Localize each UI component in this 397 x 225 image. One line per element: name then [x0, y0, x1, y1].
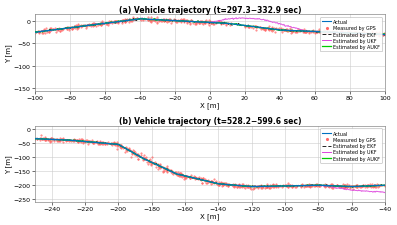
Title: (a) Vehicle trajectory (t=297.3−332.9 sec): (a) Vehicle trajectory (t=297.3−332.9 se…	[119, 6, 301, 14]
Legend: Actual, Measured by GPS, Estimated by EKF, Estimated by UKF, Estimated by AUKF: Actual, Measured by GPS, Estimated by EK…	[320, 18, 382, 52]
Y-axis label: Y [m]: Y [m]	[6, 44, 12, 63]
X-axis label: X [m]: X [m]	[200, 102, 220, 108]
Title: (b) Vehicle trajectory (t=528.2−599.6 sec): (b) Vehicle trajectory (t=528.2−599.6 se…	[119, 117, 301, 126]
Legend: Actual, Measured by GPS, Estimated by EKF, Estimated by UKF, Estimated by AUKF: Actual, Measured by GPS, Estimated by EK…	[320, 129, 382, 163]
Y-axis label: Y [m]: Y [m]	[6, 155, 12, 174]
X-axis label: X [m]: X [m]	[200, 213, 220, 219]
